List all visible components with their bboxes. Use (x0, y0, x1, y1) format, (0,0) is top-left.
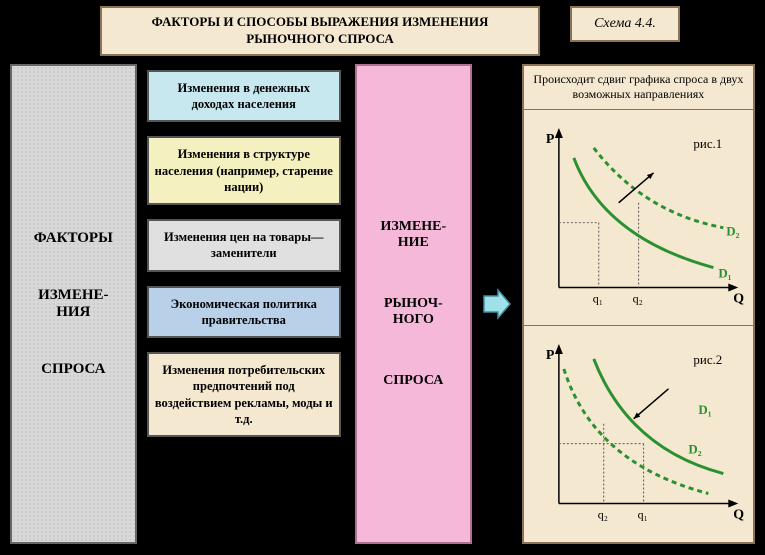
factor-item: Экономическая политика правительства (147, 286, 341, 339)
left-word: ФАКТОРЫ (16, 230, 131, 247)
svg-text:D₂: D₂ (726, 224, 739, 239)
chart-1: P Qрис.1 q₁ q₂ D₁ D₂ (524, 110, 753, 326)
svg-text:q₂: q₂ (598, 508, 608, 522)
main-content: ФАКТОРЫ ИЗМЕНЕ- НИЯ СПРОСА Изменения в д… (0, 64, 765, 544)
change-word: СПРОСА (361, 373, 466, 389)
title-line-1: ФАКТОРЫ И СПОСОБЫ ВЫРАЖЕНИЯ ИЗМЕНЕНИЯ (122, 14, 518, 31)
svg-text:D₂: D₂ (688, 442, 701, 457)
factors-column: Изменения в денежных доходах населения И… (147, 64, 341, 544)
svg-text:D₁: D₁ (718, 265, 731, 280)
svg-text:q₁: q₁ (637, 508, 647, 522)
header: ФАКТОРЫ И СПОСОБЫ ВЫРАЖЕНИЯ ИЗМЕНЕНИЯ РЫ… (0, 0, 765, 64)
left-word: СПРОСА (16, 361, 131, 378)
factor-item: Изменения в структуре населения (наприме… (147, 136, 341, 205)
svg-text:q₁: q₁ (593, 291, 603, 305)
svg-text:D₁: D₁ (698, 402, 711, 417)
left-column: ФАКТОРЫ ИЗМЕНЕ- НИЯ СПРОСА (10, 64, 137, 544)
change-column: ИЗМЕНЕ- НИЕ РЫНОЧ- НОГО СПРОСА (355, 64, 472, 544)
svg-text:q₂: q₂ (632, 291, 642, 305)
svg-text:Q: Q (733, 291, 744, 306)
svg-text:рис.2: рис.2 (693, 352, 722, 367)
title-line-2: РЫНОЧНОГО СПРОСА (122, 31, 518, 48)
factor-item: Изменения в денежных доходах населения (147, 70, 341, 123)
arrow-column (482, 64, 512, 544)
chart-2: P Qрис.2 q₁ q₂ D₁ D₂ (524, 326, 753, 541)
svg-text:рис.1: рис.1 (693, 136, 722, 151)
svg-text:P: P (546, 348, 555, 363)
svg-text:Q: Q (733, 508, 744, 523)
svg-text:P: P (546, 132, 555, 147)
change-word: ИЗМЕНЕ- НИЕ (361, 219, 466, 251)
left-word: ИЗМЕНЕ- НИЯ (16, 287, 131, 321)
factor-item: Изменения потребительских предпочтений п… (147, 352, 341, 437)
main-title: ФАКТОРЫ И СПОСОБЫ ВЫРАЖЕНИЯ ИЗМЕНЕНИЯ РЫ… (100, 6, 540, 56)
right-arrow-icon (482, 284, 512, 324)
factor-item: Изменения цен на товары—заменители (147, 219, 341, 272)
charts-column: Происходит сдвиг графика спроса в двух в… (522, 64, 755, 544)
scheme-label: Схема 4.4. (570, 6, 680, 42)
charts-heading: Происходит сдвиг графика спроса в двух в… (524, 66, 753, 110)
change-word: РЫНОЧ- НОГО (361, 296, 466, 328)
